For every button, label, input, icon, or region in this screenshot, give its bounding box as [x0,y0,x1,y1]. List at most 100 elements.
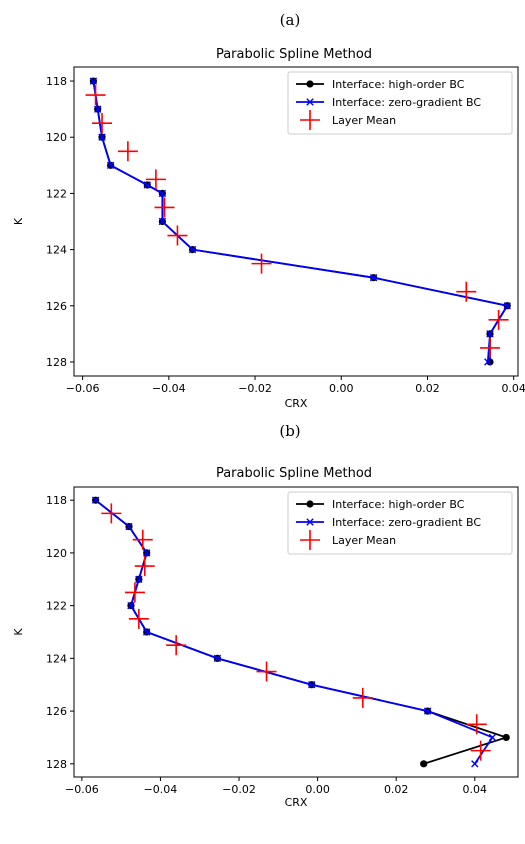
data-point [166,635,187,656]
panel-label: (a) [280,11,301,29]
x-tick-label: −0.04 [144,783,178,796]
data-point [92,113,113,134]
legend-entry-label: Interface: high-order BC [332,78,465,91]
x-tick-label: 0.02 [415,382,440,395]
data-point [466,714,487,735]
series-zero-gradient-bc [91,496,497,768]
y-tick-label: 118 [46,494,67,507]
y-tick-label: 124 [46,652,67,665]
legend-entry-label: Layer Mean [332,114,396,127]
chart-title: Parabolic Spline Method [216,47,372,62]
data-point [124,582,145,603]
series-layer-mean [85,85,509,358]
data-point [128,608,149,629]
data-point [369,273,378,282]
y-tick-label: 122 [46,187,67,200]
y-tick-label: 124 [46,244,67,257]
x-tick-label: 0.00 [329,382,354,395]
data-point [423,707,432,715]
data-point [135,575,143,583]
x-tick-label: −0.06 [66,382,100,395]
y-tick-label: 126 [46,300,67,313]
plot-frame [73,486,519,778]
x-tick-label: −0.02 [222,783,256,796]
data-point [188,245,197,254]
x-tick-label: 0.04 [501,382,525,395]
data-point [91,496,100,504]
x-tick-label: 0.04 [463,783,488,796]
data-point [256,661,277,682]
legend: Interface: high-order BC Interface: zero-… [287,491,513,555]
data-point [352,687,373,708]
y-tick-label: 128 [46,758,67,771]
legend-swatch-marker [300,530,320,550]
data-point [142,628,151,636]
data-point [106,161,115,170]
data-point [420,760,428,768]
legend-entry-label: Interface: high-order BC [332,498,465,511]
legend-swatch-marker [306,518,314,526]
legend-swatch-marker [306,80,314,88]
y-axis-label: K [12,628,25,636]
data-point [143,181,151,189]
x-axis-label: CRX [285,796,308,809]
y-tick-label: 118 [46,75,67,88]
legend-swatch-marker [300,110,320,130]
legend-swatch-marker [306,98,314,106]
panel-label: (b) [279,422,300,440]
legend-entry-label: Interface: zero-gradient BC [332,516,481,529]
data-point [85,85,106,106]
x-tick-label: 0.02 [384,783,409,796]
legend-swatch-marker [306,500,314,508]
x-tick-label: −0.04 [152,382,186,395]
data-point [154,197,175,218]
data-point [127,601,135,610]
data-point [132,529,153,550]
legend-entry-label: Interface: zero-gradient BC [332,96,481,109]
legend-box [287,491,513,555]
data-point [142,549,151,557]
x-tick-label: −0.02 [238,382,272,395]
y-axis-label: K [12,217,25,225]
data-point [308,681,316,689]
x-tick-label: −0.06 [65,783,99,796]
data-point [456,281,477,302]
data-point [251,253,272,274]
legend-entry-label: Layer Mean [332,534,396,547]
data-point [89,77,98,85]
legend-box [287,71,513,135]
y-tick-label: 122 [46,600,67,613]
data-point [158,189,167,198]
data-point [101,503,122,524]
data-point [213,654,222,663]
data-point [486,330,494,338]
chart-title: Parabolic Spline Method [216,466,372,481]
plot-frame [73,66,519,377]
chart-panel-a: (a) Parabolic Spline Method −0.06 −0.04 −0.0… [12,11,525,410]
data-point [167,225,188,246]
series-layer-mean [101,503,491,761]
data-point [488,309,509,330]
data-point [479,337,500,358]
data-point [134,556,155,577]
data-point [503,302,511,310]
chart-panel-b: (b) Parabolic Spline Method −0.06 −0.04 −0.0… [12,422,519,809]
data-point [471,760,479,768]
y-tick-label: 128 [46,356,67,369]
data-point [488,733,497,742]
data-point [117,141,138,162]
data-point [145,169,166,190]
data-point [125,522,133,531]
data-point [470,740,491,761]
legend: Interface: high-order BC Interface: zero-… [287,71,513,135]
data-point [502,733,510,742]
data-point [484,358,492,366]
x-tick-label: 0.00 [305,783,330,796]
y-tick-label: 120 [46,547,67,560]
data-point [98,133,106,141]
data-point [94,105,102,113]
y-tick-label: 120 [46,131,67,144]
x-axis-label: CRX [285,397,308,410]
y-tick-label: 126 [46,705,67,718]
